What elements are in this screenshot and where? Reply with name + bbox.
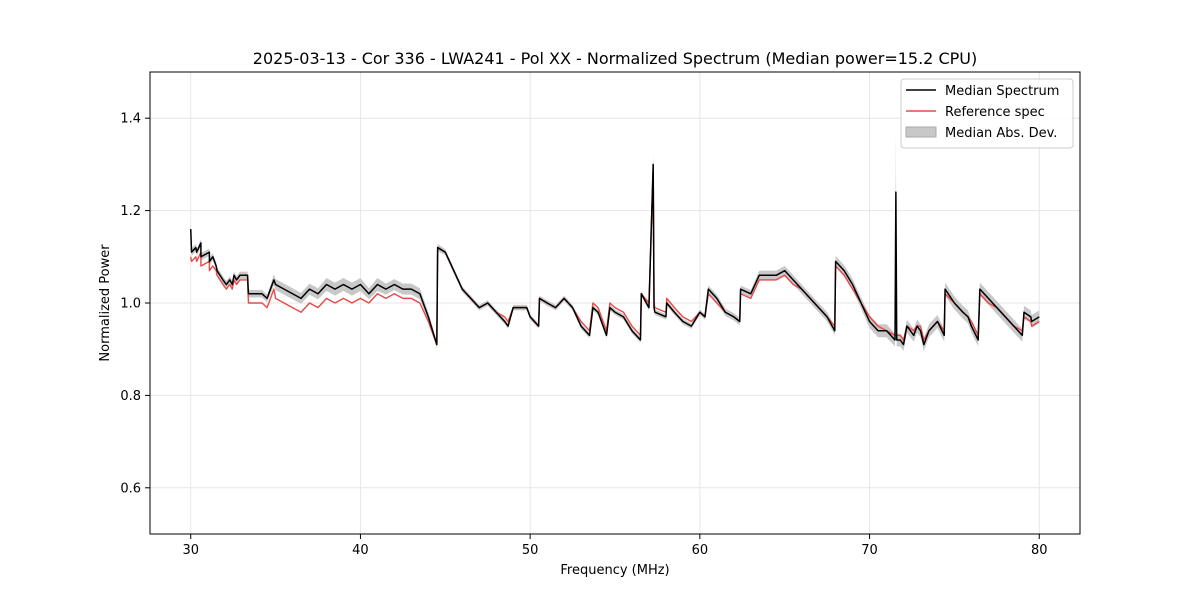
y-tick-label: 0.8 [120,389,141,404]
x-tick-label: 30 [182,543,199,558]
legend: Median Spectrum Reference spec Median Ab… [900,78,1074,149]
y-tick-label: 0.6 [120,481,141,496]
x-axis-label: Frequency (MHz) [560,563,669,578]
x-tick-label: 70 [861,543,878,558]
median-spectrum-line [189,163,1040,346]
y-tick-label: 1.2 [120,204,141,219]
y-tick-label: 1.4 [120,112,141,127]
y-axis-label: Normalized Power [98,244,113,362]
legend-label-reference: Reference spec [945,105,1045,120]
x-tick-label: 60 [692,543,709,558]
legend-swatch-mad [905,126,937,138]
x-tick-label: 50 [522,543,539,558]
series-lines [189,163,1040,346]
y-tick-label: 1.0 [120,297,141,312]
legend-box [900,78,1074,149]
legend-label-median: Median Spectrum [945,84,1059,99]
x-tick-label: 80 [1031,543,1048,558]
x-axis-ticks: 30 40 50 60 70 80 [182,534,1048,558]
legend-label-mad: Median Abs. Dev. [945,126,1057,141]
x-tick-label: 40 [352,543,369,558]
chart-title: 2025-03-13 - Cor 336 - LWA241 - Pol XX -… [253,49,977,68]
y-axis-ticks: 0.6 0.8 1.0 1.2 1.4 [120,112,150,496]
